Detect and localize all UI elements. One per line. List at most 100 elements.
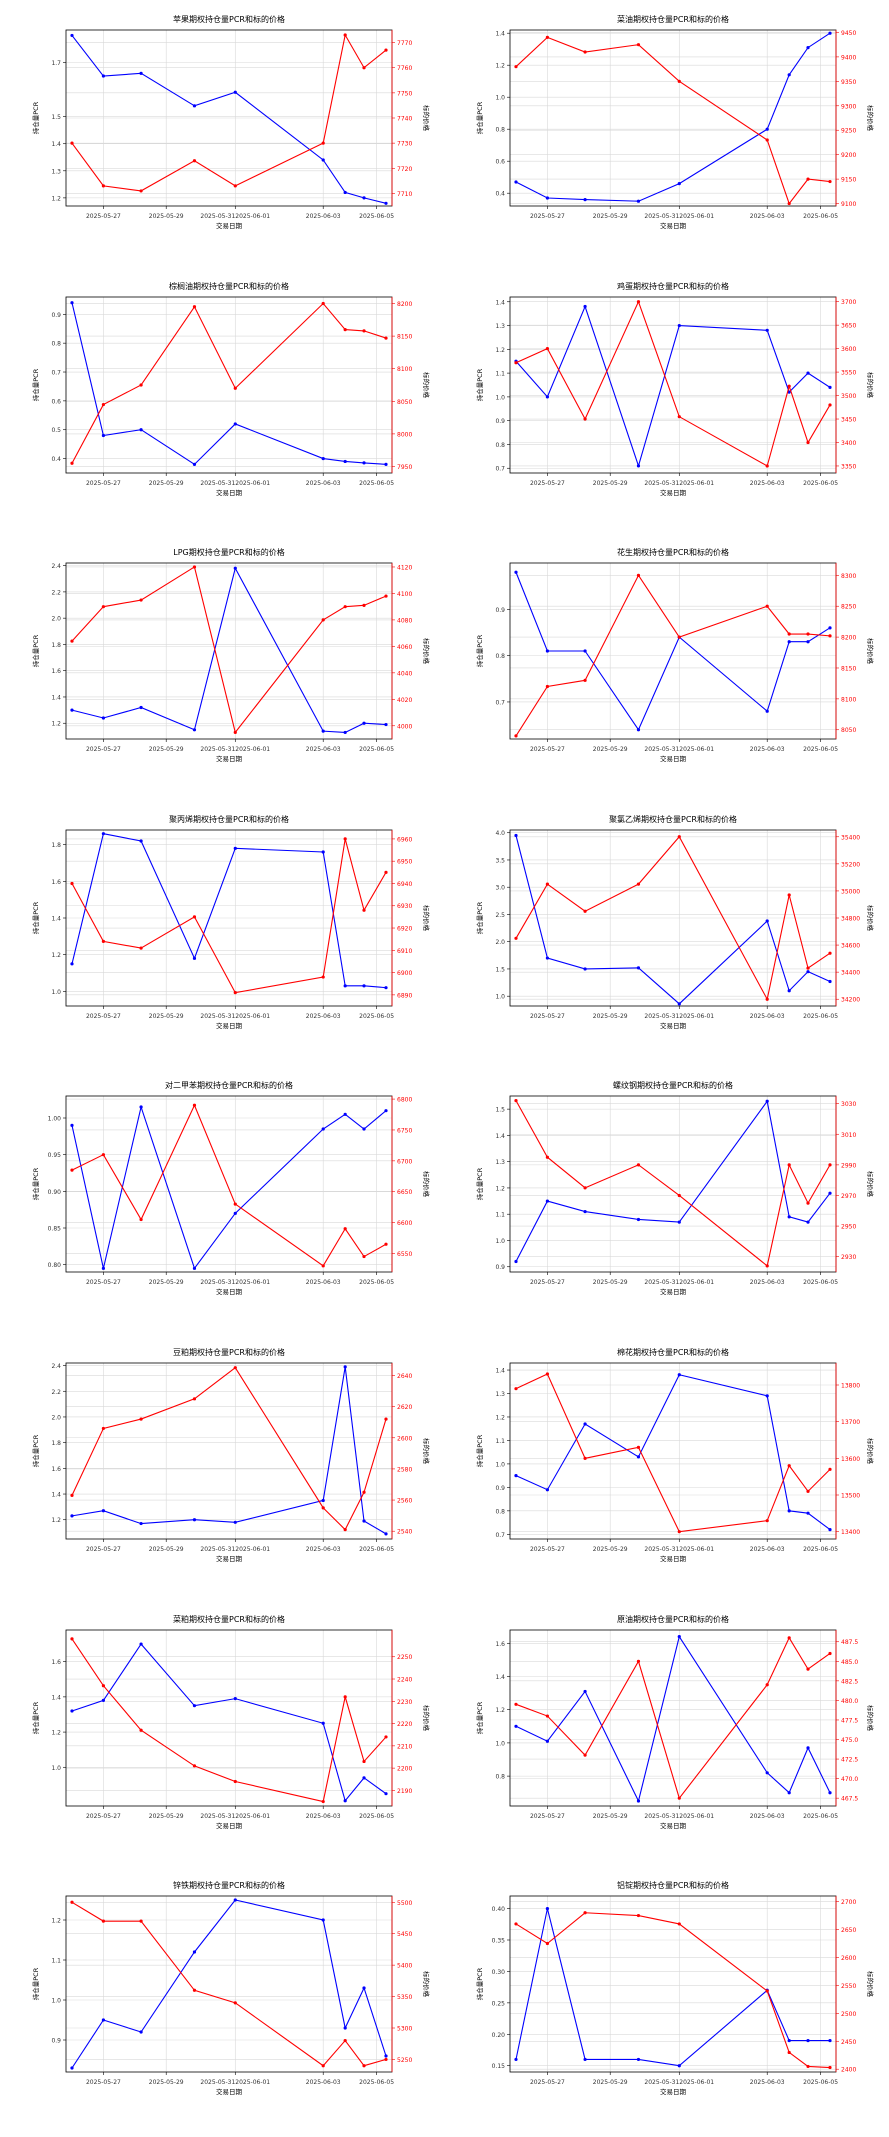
y-right-tick-label: 9200 (841, 152, 856, 159)
pcr-data-point (321, 850, 325, 854)
y-left-tick-label: 1.4 (51, 141, 61, 148)
price-data-point (787, 1464, 791, 1468)
x-tick-label: 2025-06-05 (359, 213, 394, 220)
pcr-data-point (384, 985, 388, 990)
price-data-point (139, 598, 143, 602)
price-data-point (321, 618, 325, 622)
pcr-series-line (71, 302, 387, 465)
x-tick-label: 2025-05-27 (530, 213, 565, 220)
y-left-tick-label: 0.15 (492, 2063, 506, 2070)
pcr-data-point (139, 71, 143, 75)
price-data-point (384, 336, 388, 340)
price-data-point (787, 201, 791, 206)
price-data-point (101, 1683, 105, 1687)
price-data-point (70, 141, 74, 145)
y-left-tick-label: 1.4 (51, 1492, 61, 1499)
y-right-tick-label: 2220 (397, 1721, 412, 1728)
price-data-point (192, 1397, 197, 1401)
y-right-tick-label: 4120 (397, 565, 412, 572)
y-right-tick-label: 7740 (397, 116, 412, 123)
chart-title: 豆粕期权持仓量PCR和标的价格 (173, 1347, 285, 1357)
price-data-point (514, 1702, 518, 1706)
price-data-point (828, 1163, 832, 1167)
y-right-axis-label: 标的价格 (866, 905, 875, 932)
y-right-tick-label: 3700 (841, 299, 856, 306)
price-data-point (583, 417, 587, 421)
price-series-line (71, 1366, 387, 1531)
y-left-tick-label: 0.40 (492, 1906, 506, 1913)
price-data-point (514, 1099, 518, 1103)
pcr-data-point (787, 1215, 791, 1219)
plot-frame (65, 1095, 393, 1273)
price-data-point (765, 138, 769, 142)
y-left-tick-label: 1.6 (51, 1466, 61, 1473)
y-right-tick-label: 6940 (397, 881, 412, 888)
y-right-axis-label: 标的价格 (422, 905, 431, 932)
y-right-tick-label: 2600 (841, 1955, 856, 1962)
pcr-data-point (70, 33, 74, 38)
y-right-tick-label: 6650 (397, 1190, 412, 1197)
pcr-series-line (515, 1100, 831, 1263)
y-right-axis-label: 标的价格 (866, 638, 875, 665)
y-right-tick-label: 2580 (397, 1466, 412, 1473)
x-axis-label: 交易日期 (660, 2087, 687, 2096)
x-axis-label: 交易日期 (216, 1287, 243, 1296)
x-tick-label: 2025-05-29 (593, 1546, 628, 1553)
pcr-data-point (362, 1519, 366, 1523)
y-right-tick-label: 3400 (841, 440, 856, 447)
pcr-data-point (139, 427, 143, 431)
y-left-tick-label: 1.6 (51, 1659, 61, 1666)
pcr-data-point (514, 1260, 518, 1264)
y-right-tick-label: 2250 (397, 1654, 412, 1661)
y-left-tick-label: 0.8 (495, 1508, 505, 1515)
pcr-data-point (70, 962, 74, 966)
y-right-tick-label: 8150 (397, 333, 412, 340)
y-right-tick-label: 7730 (397, 141, 412, 148)
y-left-axis-label: 持仓量PCR (31, 368, 40, 401)
y-left-tick-label: 1.3 (495, 1160, 505, 1167)
y-left-axis-label: 持仓量PCR (475, 101, 484, 134)
y-right-axis-label: 标的价格 (422, 105, 431, 132)
y-left-tick-label: 0.85 (48, 1226, 62, 1233)
y-left-tick-label: 1.3 (495, 323, 505, 330)
x-tick-label: 2025-05-27 (530, 1546, 565, 1553)
pcr-data-point (545, 1907, 549, 1911)
y-right-tick-label: 35200 (841, 861, 860, 868)
price-data-point (384, 48, 388, 52)
y-left-tick-label: 0.7 (495, 465, 505, 472)
y-right-tick-label: 2210 (397, 1743, 412, 1750)
y-left-tick-label: 1.7 (51, 60, 61, 67)
price-data-point (636, 573, 641, 578)
y-left-tick-label: 0.7 (495, 700, 505, 707)
y-right-tick-label: 3030 (841, 1102, 856, 1109)
x-tick-label: 2025-05-312025-06-01 (644, 746, 714, 753)
pcr-data-point (192, 728, 197, 732)
pcr-data-point (362, 196, 366, 200)
price-data-point (362, 66, 366, 70)
x-tick-label: 2025-06-03 (750, 1013, 785, 1020)
y-right-tick-label: 2970 (841, 1193, 856, 1200)
chart-panel: 鸡蛋期权持仓量PCR和标的价格 2025-05-27 2025-05-29 2025-… (444, 267, 888, 534)
y-right-tick-label: 13400 (841, 1529, 860, 1536)
y-right-tick-label: 9100 (841, 201, 856, 208)
x-tick-label: 2025-05-312025-06-01 (644, 213, 714, 220)
x-axis-label: 交易日期 (660, 1821, 687, 1830)
x-tick-label: 2025-05-312025-06-01 (644, 1279, 714, 1286)
price-data-point (677, 79, 681, 83)
chart-panel: 聚丙烯期权持仓量PCR和标的价格 2025-05-27 2025-05-29 2025… (0, 800, 444, 1067)
y-right-axis-label: 标的价格 (866, 1171, 875, 1198)
y-right-tick-label: 7950 (397, 464, 412, 471)
y-right-tick-label: 7750 (397, 90, 412, 97)
pcr-data-point (101, 2018, 105, 2022)
price-data-point (384, 2058, 388, 2062)
x-tick-label: 2025-05-312025-06-01 (200, 746, 270, 753)
price-data-point (828, 1467, 832, 1471)
plot-frame (65, 1362, 393, 1540)
y-left-tick-label: 1.2 (51, 1729, 61, 1736)
x-tick-label: 2025-05-27 (530, 1013, 565, 1020)
x-tick-label: 2025-05-312025-06-01 (644, 1546, 714, 1553)
y-left-tick-label: 1.0 (51, 989, 61, 996)
y-right-tick-label: 5450 (397, 1931, 412, 1938)
x-tick-label: 2025-05-27 (86, 1013, 121, 1020)
pcr-data-point (636, 463, 641, 468)
